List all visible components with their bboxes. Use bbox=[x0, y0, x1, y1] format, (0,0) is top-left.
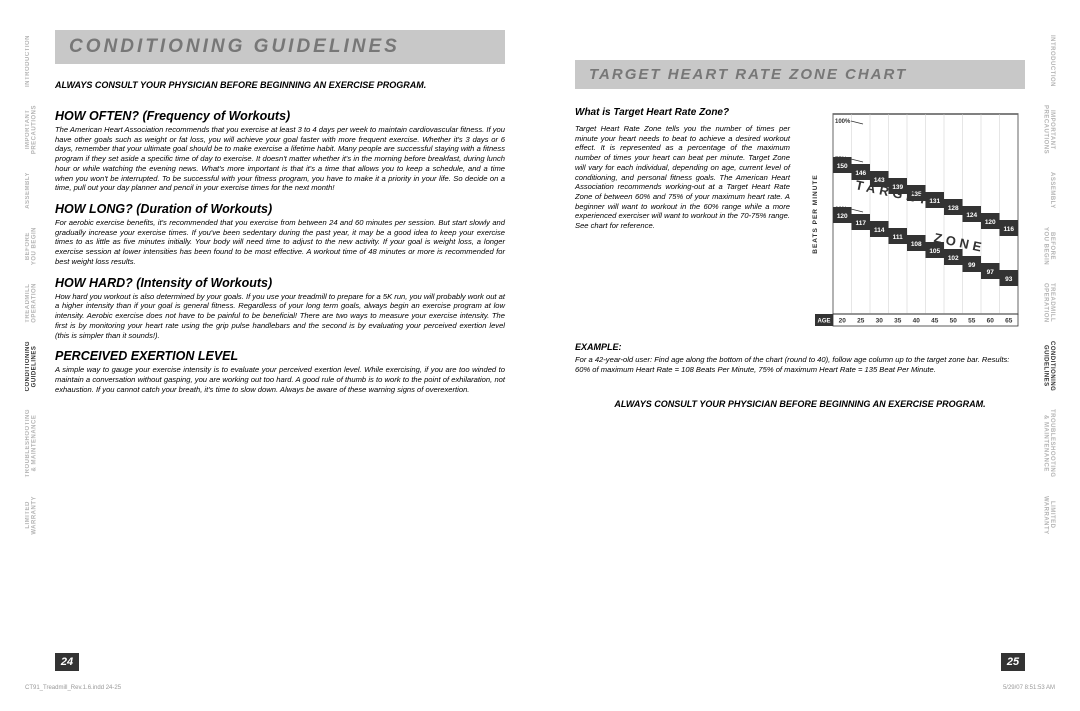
page-left: INTRODUCTION IMPORTANTPRECAUTIONS ASSEMBLY… bbox=[5, 5, 540, 696]
nav-tab: TREADMILLOPERATION bbox=[25, 283, 39, 323]
what-is-heading: What is Target Heart Rate Zone? bbox=[575, 107, 790, 118]
page-number: 24 bbox=[55, 653, 79, 671]
example-text: For a 42-year-old user: Find age along t… bbox=[575, 355, 1025, 374]
section-body: For aerobic exercise benefits, it's reco… bbox=[55, 218, 505, 267]
svg-text:55: 55 bbox=[968, 318, 976, 325]
svg-text:120: 120 bbox=[837, 213, 848, 220]
svg-text:131: 131 bbox=[929, 198, 940, 205]
section-heading: HOW LONG? (Duration of Workouts) bbox=[55, 202, 505, 216]
side-tabs-left: INTRODUCTION IMPORTANTPRECAUTIONS ASSEMBLY… bbox=[25, 35, 39, 534]
page-number: 25 bbox=[1001, 653, 1025, 671]
nav-tab: LIMITEDWARRANTY bbox=[25, 496, 39, 535]
nav-tab: ASSEMBLY bbox=[1041, 172, 1055, 209]
chart-title: TARGET HEART RATE ZONE CHART bbox=[589, 66, 1011, 83]
footer-right: 5/29/07 8:51:53 AM bbox=[1003, 685, 1055, 691]
svg-text:40: 40 bbox=[913, 318, 921, 325]
svg-text:BEATS PER MINUTE: BEATS PER MINUTE bbox=[812, 174, 819, 253]
svg-text:150: 150 bbox=[837, 163, 848, 170]
right-content: What is Target Heart Rate Zone? Target H… bbox=[575, 99, 1025, 334]
consult-bottom: ALWAYS CONSULT YOUR PHYSICIAN BEFORE BEG… bbox=[575, 399, 1025, 409]
page-title: CONDITIONING GUIDELINES bbox=[69, 36, 491, 58]
svg-text:50: 50 bbox=[950, 318, 958, 325]
nav-tab: TROUBLESHOOTING& MAINTENANCE bbox=[1041, 409, 1055, 478]
text-column: What is Target Heart Rate Zone? Target H… bbox=[575, 99, 790, 334]
page-right: INTRODUCTION IMPORTANTPRECAUTIONS ASSEMBLY… bbox=[540, 5, 1075, 696]
svg-text:128: 128 bbox=[948, 205, 959, 212]
svg-text:111: 111 bbox=[893, 234, 904, 241]
svg-text:35: 35 bbox=[894, 318, 902, 325]
consult-text: ALWAYS CONSULT YOUR PHYSICIAN BEFORE BEG… bbox=[55, 80, 505, 90]
side-tabs-right: INTRODUCTION IMPORTANTPRECAUTIONS ASSEMBLY… bbox=[1041, 35, 1055, 534]
svg-text:97: 97 bbox=[987, 269, 995, 276]
nav-tab: TROUBLESHOOTING& MAINTENANCE bbox=[25, 409, 39, 478]
nav-tab: CONDITIONINGGUIDELINES bbox=[1041, 341, 1055, 391]
section-heading: HOW HARD? (Intensity of Workouts) bbox=[55, 276, 505, 290]
svg-text:93: 93 bbox=[1005, 276, 1013, 283]
example-heading: EXAMPLE: bbox=[575, 342, 1025, 352]
chart-description: Target Heart Rate Zone tells you the num… bbox=[575, 124, 790, 231]
svg-text:124: 124 bbox=[966, 212, 977, 219]
section-body: A simple way to gauge your exercise inte… bbox=[55, 365, 505, 394]
svg-text:65: 65 bbox=[1005, 318, 1013, 325]
nav-tab: IMPORTANTPRECAUTIONS bbox=[1041, 105, 1055, 154]
svg-text:105: 105 bbox=[929, 248, 940, 255]
svg-text:108: 108 bbox=[911, 241, 922, 248]
svg-text:117: 117 bbox=[856, 220, 867, 227]
section-body: How hard you workout is also determined … bbox=[55, 292, 505, 341]
heart-rate-chart: 100%75%60%150146143139135131128124120116… bbox=[805, 99, 1025, 329]
svg-text:AGE: AGE bbox=[817, 319, 830, 325]
subtitle-bar: TARGET HEART RATE ZONE CHART bbox=[575, 60, 1025, 89]
nav-tab: ASSEMBLY bbox=[25, 172, 39, 209]
svg-text:100%: 100% bbox=[835, 119, 851, 125]
nav-tab: BEFOREYOU BEGIN bbox=[1041, 227, 1055, 265]
svg-text:114: 114 bbox=[874, 227, 885, 234]
section-body: The American Heart Association recommend… bbox=[55, 125, 505, 193]
svg-text:45: 45 bbox=[931, 318, 939, 325]
svg-text:25: 25 bbox=[857, 318, 865, 325]
nav-tab: CONDITIONINGGUIDELINES bbox=[25, 341, 39, 391]
footer-left: CT91_Treadmill_Rev.1.6.indd 24-25 bbox=[25, 685, 121, 691]
page-spread: INTRODUCTION IMPORTANTPRECAUTIONS ASSEMBLY… bbox=[0, 0, 1080, 711]
svg-text:99: 99 bbox=[968, 262, 976, 269]
section-heading: HOW OFTEN? (Frequency of Workouts) bbox=[55, 109, 505, 123]
svg-text:20: 20 bbox=[839, 318, 847, 325]
svg-text:120: 120 bbox=[985, 219, 996, 226]
svg-text:30: 30 bbox=[876, 318, 884, 325]
title-bar: CONDITIONING GUIDELINES bbox=[55, 30, 505, 64]
nav-tab: INTRODUCTION bbox=[1041, 35, 1055, 87]
section-heading: PERCEIVED EXERTION LEVEL bbox=[55, 349, 505, 363]
svg-text:60: 60 bbox=[987, 318, 995, 325]
nav-tab: TREADMILLOPERATION bbox=[1041, 283, 1055, 323]
nav-tab: INTRODUCTION bbox=[25, 35, 39, 87]
nav-tab: LIMITEDWARRANTY bbox=[1041, 496, 1055, 535]
sections-container: HOW OFTEN? (Frequency of Workouts) The Am… bbox=[55, 100, 505, 394]
nav-tab: BEFOREYOU BEGIN bbox=[25, 227, 39, 265]
svg-text:146: 146 bbox=[855, 170, 866, 177]
svg-text:102: 102 bbox=[948, 255, 959, 262]
chart-column: 100%75%60%150146143139135131128124120116… bbox=[805, 99, 1025, 334]
nav-tab: IMPORTANTPRECAUTIONS bbox=[25, 105, 39, 154]
svg-text:116: 116 bbox=[1004, 226, 1015, 233]
